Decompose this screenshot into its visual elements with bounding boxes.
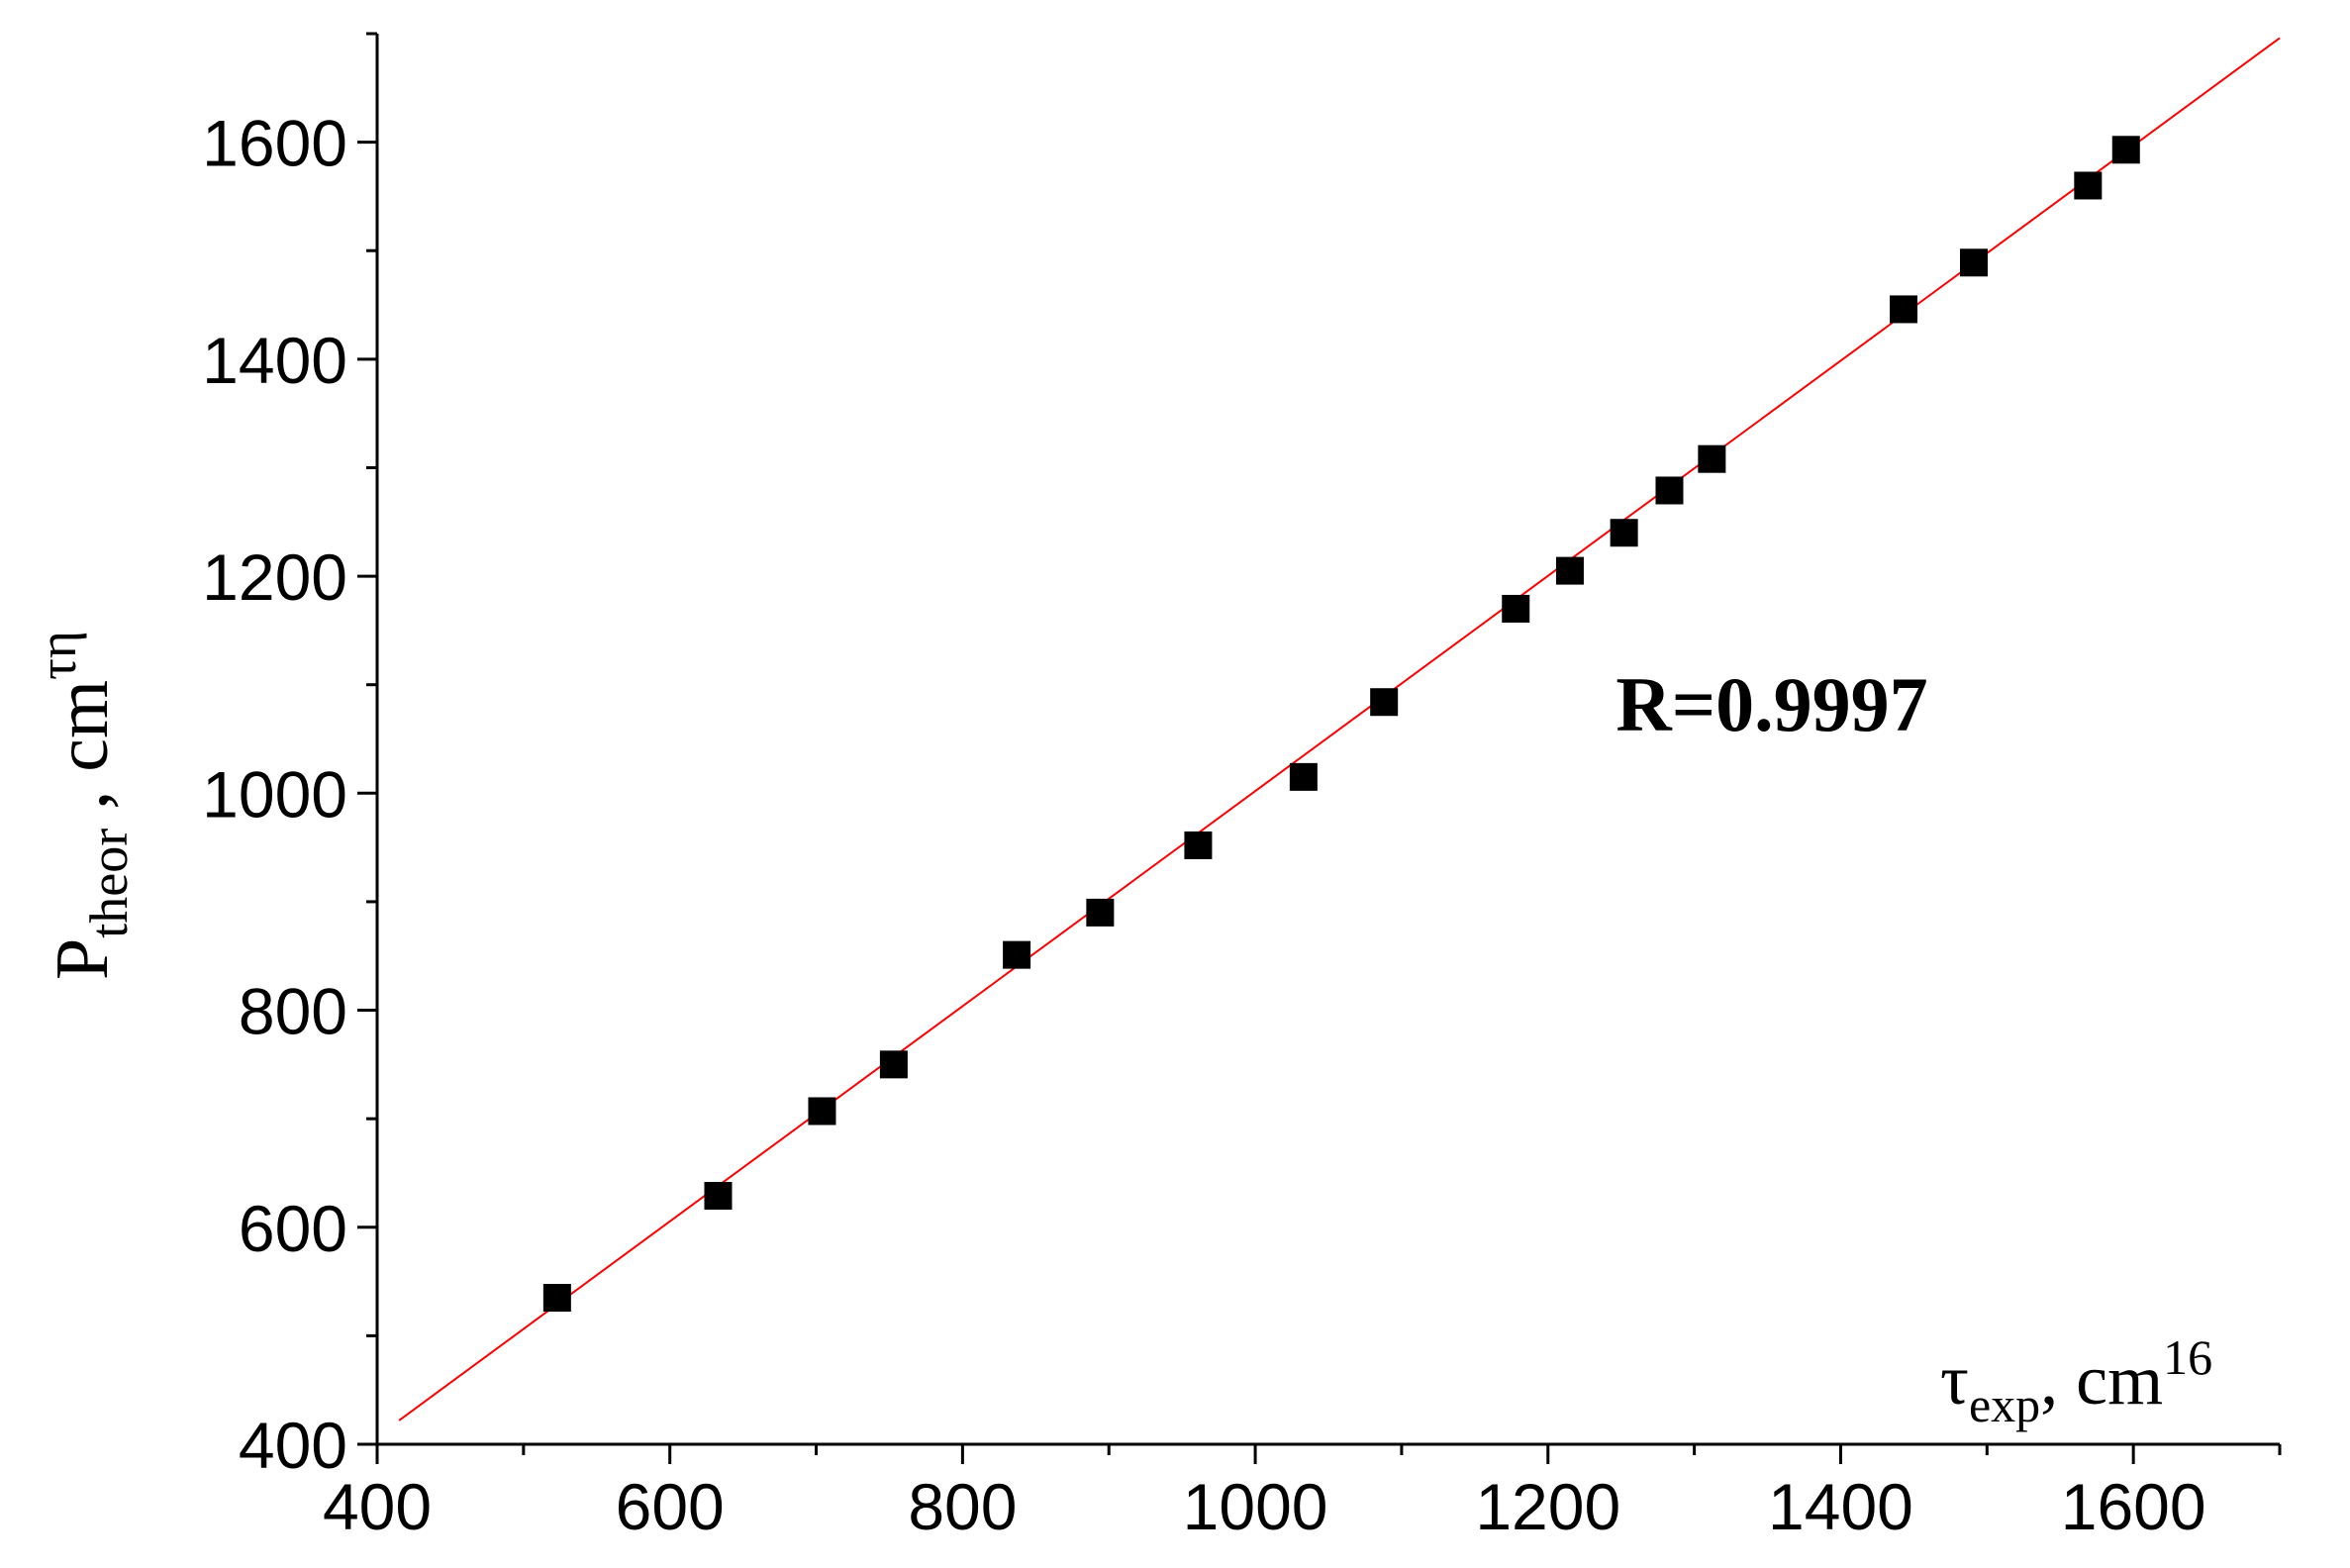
- x-tick-label: 1600: [2061, 1470, 2206, 1543]
- x-tick-label: 1200: [1475, 1470, 1620, 1543]
- y-tick-label: 400: [239, 1409, 347, 1482]
- marker: [542, 1284, 571, 1313]
- y-label-symbol: P: [41, 938, 124, 980]
- marker: [1502, 594, 1530, 623]
- marker: [1655, 476, 1684, 505]
- x-label-unit: , cm: [2040, 1340, 2163, 1420]
- fit-line: [398, 37, 2281, 1421]
- x-label-sub: exp: [1969, 1377, 2040, 1432]
- x-tick-label: 1000: [1183, 1470, 1328, 1543]
- x-axis-label: τexp, cm16: [1940, 1329, 2212, 1432]
- marker: [1890, 295, 1918, 324]
- marker: [879, 1050, 908, 1079]
- marker: [1003, 940, 1031, 969]
- marker: [1370, 688, 1399, 717]
- y-tick-label: 600: [239, 1192, 347, 1265]
- marker: [1960, 248, 1989, 277]
- x-tick-label: 1400: [1768, 1470, 1913, 1543]
- y-axis-label: Ptheor , cmτη: [28, 631, 139, 980]
- y-tick-label: 1000: [202, 757, 347, 831]
- y-tick-label: 1400: [202, 324, 347, 397]
- x-label-sup: 16: [2163, 1329, 2212, 1385]
- marker: [1555, 556, 1584, 585]
- y-tick-label: 800: [239, 975, 347, 1048]
- y-tick-label: 1600: [202, 107, 347, 180]
- marker: [1698, 444, 1726, 473]
- y-label-sub: theor: [79, 829, 139, 938]
- y-tick-label: 1200: [202, 540, 347, 614]
- x-tick-label: 400: [323, 1470, 432, 1543]
- marker: [1184, 831, 1213, 859]
- y-label-unit: , cm: [41, 680, 124, 829]
- marker: [808, 1097, 836, 1126]
- marker: [704, 1181, 733, 1210]
- y-label-sup: τη: [28, 631, 87, 680]
- annotation: R=0.9997: [1616, 661, 1927, 747]
- x-tick-label: 800: [908, 1470, 1017, 1543]
- marker: [1289, 762, 1318, 791]
- marker: [1086, 898, 1115, 927]
- x-label-symbol: τ: [1940, 1340, 1969, 1420]
- x-tick-label: 600: [616, 1470, 725, 1543]
- marker: [2111, 136, 2140, 164]
- marker: [2074, 171, 2103, 200]
- marker: [1610, 519, 1638, 547]
